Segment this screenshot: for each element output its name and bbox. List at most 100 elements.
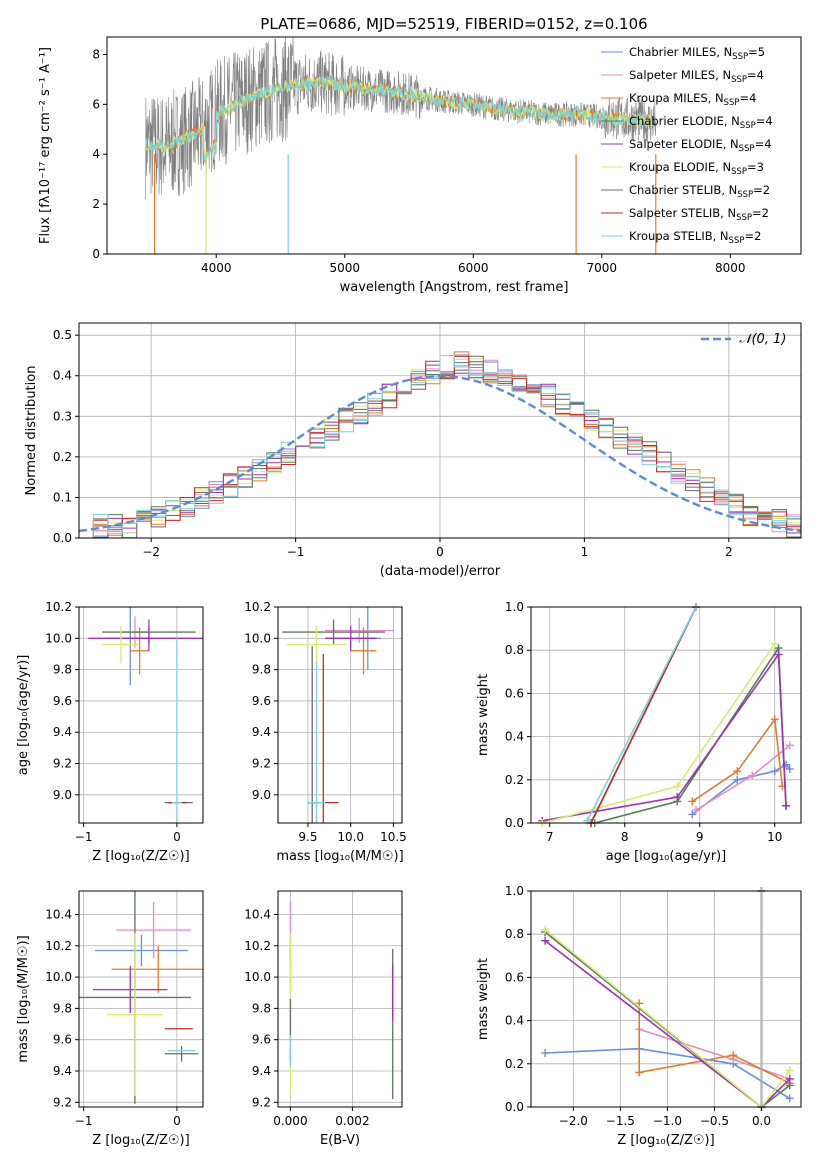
x-tick-label: 9	[696, 830, 704, 844]
plus-marker	[785, 741, 794, 750]
y-tick-label: 0.5	[53, 328, 72, 342]
y-tick-label: 10.2	[45, 939, 72, 953]
y-tick-label: 6	[92, 97, 100, 111]
y-tick-label: 1.0	[505, 884, 524, 898]
x-axis-label: Z [log₁₀(Z/Z☉)]	[92, 849, 189, 864]
chart-title: PLATE=0686, MJD=52519, FIBERID=0152, z=0…	[260, 15, 647, 33]
y-tick-label: 9.6	[53, 1033, 72, 1047]
y-tick-label: 9.6	[252, 694, 271, 708]
series-line-kroupa_elodie	[542, 643, 776, 823]
series-line-chabrier_elodie	[594, 645, 787, 823]
x-tick-label: 0.000	[273, 1114, 307, 1128]
plus-marker	[770, 715, 779, 724]
plus-marker	[785, 1074, 794, 1083]
plus-marker	[541, 925, 550, 934]
y-axis-label: mass [log₁₀(M/M☉)]	[16, 935, 31, 1062]
y-tick-label: 10.0	[45, 970, 72, 984]
x-axis-label: Z [log₁₀(Z/Z☉)]	[617, 1133, 714, 1148]
error-bar-point	[325, 617, 394, 643]
plus-marker	[583, 816, 592, 825]
x-tick-label: 0	[436, 545, 444, 559]
series-line-kroupa_stelib	[586, 607, 697, 822]
legend-entry: Chabrier STELIB, NSSP=2	[629, 183, 770, 200]
x-tick-label: 7000	[587, 261, 618, 275]
x-tick-label: 10.5	[380, 830, 407, 844]
legend-entry: Chabrier MILES, NSSP=5	[629, 45, 765, 62]
y-tick-label: 0	[92, 247, 100, 261]
series-line-salpeter_elodie	[544, 940, 791, 1107]
x-axis-label: mass [log₁₀(M/M☉)]	[276, 849, 403, 864]
plus-marker	[688, 810, 697, 819]
error-bar-point	[286, 625, 347, 664]
x-tick-label: 10	[767, 830, 782, 844]
x-axis-label: wavelength [Angstrom, rest frame]	[340, 280, 569, 295]
axes-frame	[277, 890, 403, 1108]
plus-marker	[541, 1049, 550, 1057]
x-tick-label: 2	[725, 545, 733, 559]
x-axis-label: (data-model)/error	[380, 564, 501, 579]
axes-frame	[78, 322, 802, 539]
y-tick-label: 10.4	[45, 907, 72, 921]
plus-marker	[748, 771, 757, 780]
x-tick-label: −1	[75, 830, 93, 844]
axes-frame	[530, 890, 802, 1108]
y-tick-label: 0.2	[505, 773, 524, 787]
y-tick-label: 9.0	[252, 788, 271, 802]
frame-layer	[75, 36, 802, 1111]
histogram-kroupa_stelib	[79, 355, 801, 538]
legend-entry: Salpeter STELIB, NSSP=2	[629, 206, 769, 223]
error-bar-point	[94, 934, 189, 967]
y-tick-label: 10.2	[45, 600, 72, 614]
y-tick-label: 1.0	[505, 600, 524, 614]
y-tick-label: 10.2	[244, 600, 271, 614]
plus-marker	[733, 775, 742, 784]
y-tick-label: 0.6	[505, 686, 524, 700]
y-tick-label: 10.0	[45, 631, 72, 645]
error-bar-point	[116, 901, 191, 959]
legend-entry: Kroupa ELODIE, NSSP=3	[629, 160, 764, 177]
error-bar-point	[164, 1045, 199, 1062]
error-bar-point	[92, 966, 168, 1014]
y-tick-label: 9.8	[53, 1001, 72, 1015]
grid-layer	[79, 323, 801, 1108]
axes-frame	[78, 890, 204, 1108]
error-bar-point	[325, 625, 377, 651]
plus-marker	[541, 936, 550, 945]
series-line-kroupa_elodie	[544, 929, 791, 1107]
legend-entry: Salpeter ELODIE, NSSP=4	[629, 137, 772, 154]
plus-marker	[774, 650, 783, 659]
plus-marker	[635, 1068, 644, 1077]
y-tick-label: 0.1	[53, 490, 72, 504]
y-axis-label: mass weight	[476, 674, 491, 756]
normal-curve	[79, 374, 801, 533]
y-tick-label: 10.4	[244, 907, 271, 921]
y-axis-label: Flux [fλ10⁻¹⁷ erg cm⁻² s⁻¹ A⁻¹]	[38, 47, 53, 244]
x-axis-label: age [log₁₀(age/yr)]	[606, 849, 727, 864]
x-tick-label: 0	[173, 1114, 181, 1128]
y-tick-label: 2	[92, 197, 100, 211]
x-tick-label: 8000	[715, 261, 746, 275]
y-tick-label: 0.2	[505, 1057, 524, 1071]
y-tick-label: 4	[92, 147, 100, 161]
y-tick-label: 9.2	[53, 757, 72, 771]
y-tick-label: 0.3	[53, 409, 72, 423]
error-bar-point	[111, 945, 203, 993]
error-bar-point	[350, 627, 377, 675]
x-tick-label: 0.002	[335, 1114, 369, 1128]
y-tick-label: 9.6	[252, 1033, 271, 1047]
y-tick-label: 9.4	[252, 725, 271, 739]
axes-frame	[277, 606, 403, 824]
legend-entry: Salpeter MILES, NSSP=4	[629, 68, 764, 85]
x-tick-label: 1	[581, 545, 589, 559]
y-tick-label: 9.4	[252, 1064, 271, 1078]
plus-marker	[782, 801, 790, 810]
y-axis-label: age [log₁₀(age/yr)]	[16, 655, 31, 776]
x-tick-label: 7	[546, 830, 554, 844]
x-tick-label: 0	[173, 830, 181, 844]
y-axis-label: mass weight	[476, 958, 491, 1040]
y-tick-label: 10.0	[244, 631, 271, 645]
error-bar-point	[282, 619, 385, 645]
y-tick-label: 0.6	[505, 970, 524, 984]
x-axis-label: E(B-V)	[320, 1133, 360, 1148]
x-tick-label: 10.0	[337, 830, 364, 844]
